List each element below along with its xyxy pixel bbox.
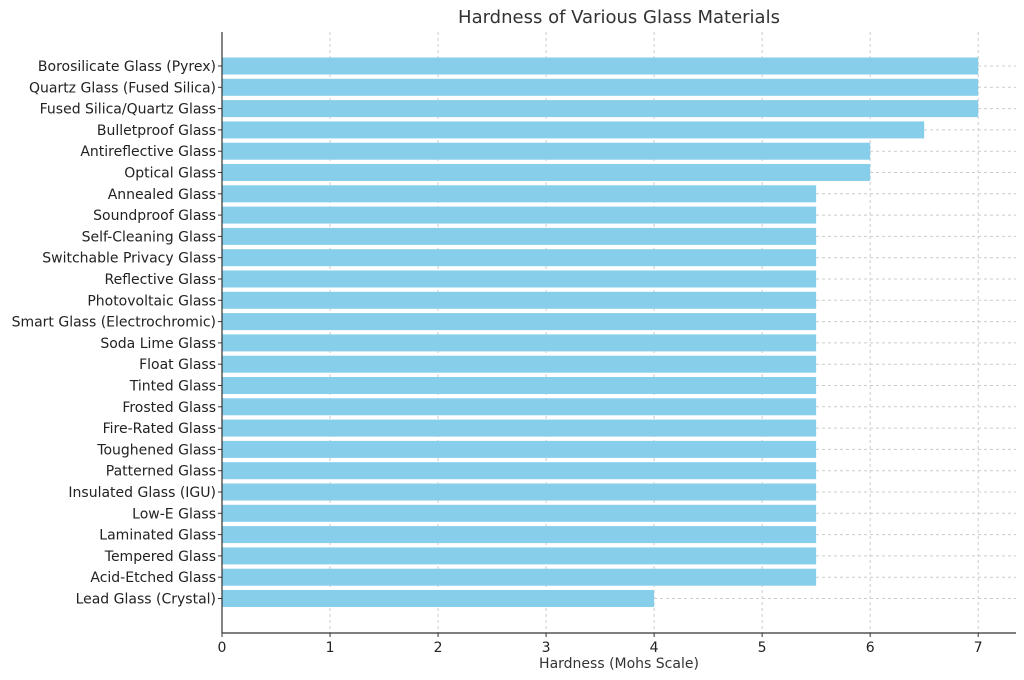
bar <box>222 526 817 544</box>
x-tick-label: 3 <box>542 640 551 656</box>
bar <box>222 227 817 245</box>
x-tick-labels: 0 1 2 3 4 5 6 7 <box>218 640 983 656</box>
bar <box>222 398 817 416</box>
x-tick-label: 0 <box>218 640 227 656</box>
bar <box>222 185 817 203</box>
bar <box>222 419 817 437</box>
category-label: Smart Glass (Electrochromic) <box>12 315 216 331</box>
category-label: Laminated Glass <box>99 528 216 544</box>
category-label: Reflective Glass <box>105 272 216 288</box>
x-tick-label: 6 <box>866 640 875 656</box>
bar <box>222 313 817 331</box>
x-tick-label: 1 <box>326 640 335 656</box>
bar <box>222 270 817 288</box>
category-label: Insulated Glass (IGU) <box>68 485 216 501</box>
bar <box>222 142 871 160</box>
bar <box>222 100 979 118</box>
bar <box>222 568 817 586</box>
bars <box>222 57 979 607</box>
category-label: Tempered Glass <box>104 549 216 565</box>
bar <box>222 78 979 96</box>
category-label: Lead Glass (Crystal) <box>76 592 216 608</box>
bar <box>222 440 817 458</box>
x-tick-label: 2 <box>434 640 443 656</box>
bar <box>222 249 817 267</box>
category-label: Soda Lime Glass <box>100 336 216 352</box>
category-label: Soundproof Glass <box>93 208 216 224</box>
bar <box>222 547 817 565</box>
category-label: Acid-Etched Glass <box>90 570 216 586</box>
bar <box>222 164 871 181</box>
category-labels: Borosilicate Glass (Pyrex) Quartz Glass (… <box>12 59 216 608</box>
bar <box>222 206 817 224</box>
category-label: Float Glass <box>139 357 216 373</box>
category-label: Toughened Glass <box>96 442 216 458</box>
category-label: Self-Cleaning Glass <box>82 229 216 245</box>
x-tick-label: 4 <box>650 640 659 656</box>
x-tick-label: 5 <box>758 640 767 656</box>
bar <box>222 57 979 75</box>
category-label: Low-E Glass <box>132 506 216 522</box>
category-label: Tinted Glass <box>129 379 216 395</box>
bar <box>222 355 817 373</box>
bar <box>222 121 925 139</box>
bar <box>222 377 817 394</box>
chart-title: Hardness of Various Glass Materials <box>458 7 780 28</box>
bar <box>222 334 817 352</box>
category-label: Bulletproof Glass <box>97 123 216 139</box>
bar <box>222 462 817 480</box>
category-label: Fire-Rated Glass <box>103 421 216 437</box>
category-label: Optical Glass <box>124 166 216 182</box>
category-label: Borosilicate Glass (Pyrex) <box>38 59 216 75</box>
bar <box>222 590 655 607</box>
category-label: Patterned Glass <box>106 464 216 480</box>
category-label: Frosted Glass <box>122 400 216 416</box>
category-label: Quartz Glass (Fused Silica) <box>29 80 216 96</box>
category-label: Antireflective Glass <box>80 144 216 160</box>
axes-spines <box>218 32 1016 637</box>
category-label: Switchable Privacy Glass <box>42 251 216 267</box>
bar <box>222 291 817 309</box>
bar <box>222 504 817 522</box>
category-label: Annealed Glass <box>108 187 216 203</box>
bar <box>222 483 817 501</box>
category-label: Photovoltaic Glass <box>87 293 216 309</box>
x-tick-label: 7 <box>974 640 983 656</box>
x-axis-label: Hardness (Mohs Scale) <box>539 656 699 672</box>
category-label: Fused Silica/Quartz Glass <box>40 102 216 118</box>
